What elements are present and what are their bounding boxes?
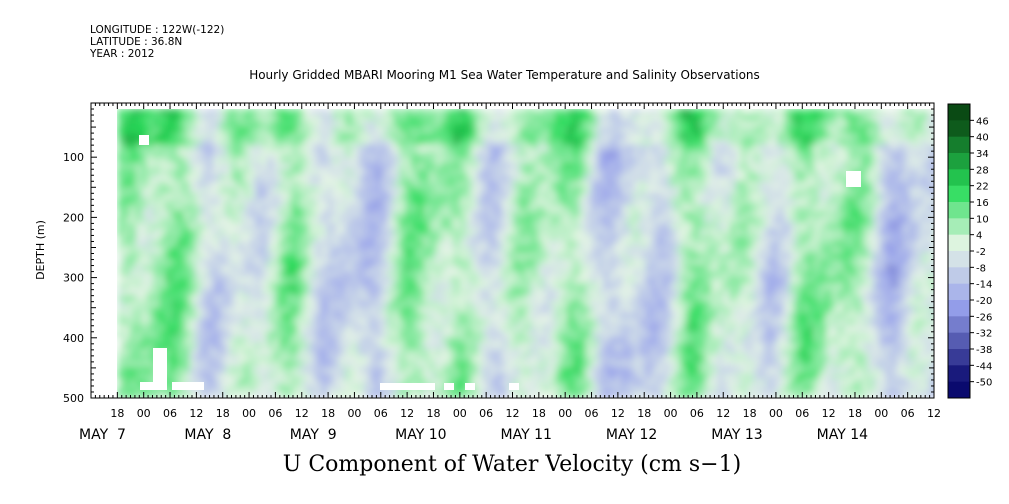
x-tick-label: 00 [769, 407, 783, 420]
y-tick-label: 200 [63, 211, 84, 224]
x-tick-label: 06 [268, 407, 282, 420]
x-day-label: MAY 12 [606, 427, 657, 443]
x-tick-label: 06 [374, 407, 388, 420]
x-tick-label: 00 [137, 407, 151, 420]
colorbar-label: -44 [976, 361, 992, 372]
y-tick-label: 400 [63, 332, 84, 345]
colorbar-label: -20 [976, 296, 992, 307]
x-tick-label: 06 [690, 407, 704, 420]
colorbar-label: 28 [976, 165, 989, 176]
x-tick-label: 12 [716, 407, 730, 420]
heatmap-field [117, 109, 934, 398]
x-tick-label: 12 [295, 407, 309, 420]
colorbar-label: -14 [976, 280, 992, 291]
x-tick-label: 18 [426, 407, 440, 420]
x-day-label: MAY 11 [501, 427, 552, 443]
colorbar-band [948, 365, 970, 383]
y-tick-label: 300 [63, 272, 84, 285]
colorbar-band [948, 185, 970, 203]
x-tick-label: 06 [163, 407, 177, 420]
x-tick-label: 00 [347, 407, 361, 420]
longitude-label: LONGITUDE : 122W(-122) [90, 24, 225, 36]
colorbar-label: -32 [976, 329, 992, 340]
y-axis-label: DEPTH (m) [34, 220, 47, 280]
colorbar-label: 16 [976, 198, 989, 209]
colorbar-band [948, 283, 970, 301]
colorbar-band [948, 267, 970, 285]
x-day-label: MAY 10 [395, 427, 446, 443]
colorbar-band [948, 332, 970, 350]
colorbar-band [948, 169, 970, 187]
colorbar-label: 34 [976, 149, 989, 160]
x-tick-label: 12 [400, 407, 414, 420]
x-tick-label: 18 [532, 407, 546, 420]
x-tick-label: 18 [110, 407, 124, 420]
x-tick-label: 06 [901, 407, 915, 420]
colorbar-band [948, 381, 970, 399]
x-tick-label: 06 [479, 407, 493, 420]
colorbar-band [948, 120, 970, 138]
x-tick-label: 00 [874, 407, 888, 420]
colorbar-band [948, 316, 970, 334]
colorbar-band [948, 136, 970, 154]
colorbar-band [948, 234, 970, 252]
x-tick-label: 12 [927, 407, 941, 420]
x-tick-label: 18 [637, 407, 651, 420]
y-tick-label: 500 [63, 392, 84, 405]
colorbar-label: -38 [976, 345, 992, 356]
x-tick-label: 00 [242, 407, 256, 420]
colorbar-band [948, 202, 970, 219]
colorbar-label: -8 [976, 263, 986, 274]
x-day-label: MAY 7 [79, 427, 126, 443]
x-day-label: MAY 8 [184, 427, 231, 443]
x-tick-label: 06 [795, 407, 809, 420]
x-tick-label: 00 [664, 407, 678, 420]
chart-title: Hourly Gridded MBARI Mooring M1 Sea Wate… [249, 68, 760, 82]
colorbar: 46 40 34 28 22 16 10 4 -2 -8 -14 -20 -26 -32 -38 -44 -50 [947, 103, 992, 399]
x-tick-label: 18 [743, 407, 757, 420]
x-tick-label: 12 [189, 407, 203, 420]
y-tick-label: 100 [63, 151, 84, 164]
colorbar-label: 10 [976, 214, 989, 225]
x-tick-label: 12 [822, 407, 836, 420]
x-tick-label: 00 [453, 407, 467, 420]
x-tick-label: 06 [585, 407, 599, 420]
colorbar-band [948, 251, 970, 268]
colorbar-band [948, 104, 970, 121]
x-tick-label: 18 [321, 407, 335, 420]
colorbar-label: 22 [976, 182, 989, 193]
colorbar-label: 40 [976, 133, 989, 144]
missing-data-layer [139, 135, 861, 390]
latitude-label: LATITUDE : 36.8N [90, 36, 183, 48]
plot-axes: 18 00 06 12 18 00 06 12 18 00 06 12 18 00 06 12 18 00 06 12… [63, 102, 941, 443]
colorbar-label: -26 [976, 312, 992, 323]
x-day-label: MAY 9 [290, 427, 337, 443]
colorbar-band [948, 349, 970, 366]
colorbar-band [948, 300, 970, 317]
colorbar-label: 46 [976, 116, 989, 127]
x-tick-label: 18 [848, 407, 862, 420]
x-tick-label: 18 [216, 407, 230, 420]
variable-label: U Component of Water Velocity (cm s−1) [282, 452, 742, 477]
metadata-block: LONGITUDE : 122W(-122) LATITUDE : 36.8N … [90, 24, 224, 60]
x-day-label: MAY 14 [817, 427, 868, 443]
x-tick-label: 00 [558, 407, 572, 420]
colorbar-label: -2 [976, 247, 986, 258]
x-day-label: MAY 13 [711, 427, 762, 443]
x-tick-label: 12 [611, 407, 625, 420]
colorbar-label: -50 [976, 378, 992, 389]
year-label: YEAR : 2012 [90, 48, 155, 60]
colorbar-band [948, 218, 970, 236]
x-tick-label: 12 [506, 407, 520, 420]
colorbar-label: 4 [976, 231, 982, 242]
colorbar-band [948, 153, 970, 170]
